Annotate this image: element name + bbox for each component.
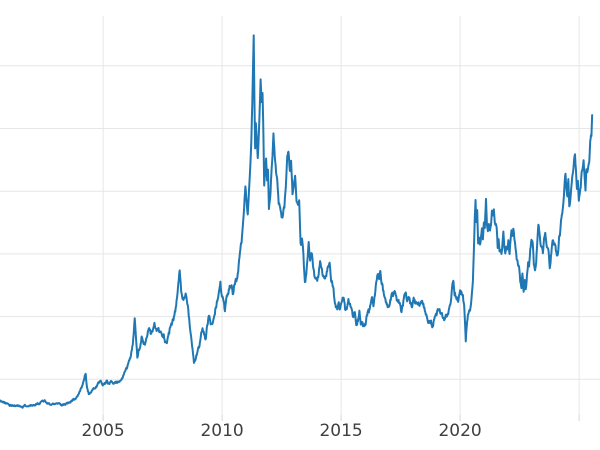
x-tick-label: 2015	[319, 421, 362, 441]
x-tick-label: 2010	[200, 421, 243, 441]
x-tick-label: 2020	[438, 421, 481, 441]
x-tick-label: 2005	[81, 421, 124, 441]
price-line	[0, 34, 594, 409]
